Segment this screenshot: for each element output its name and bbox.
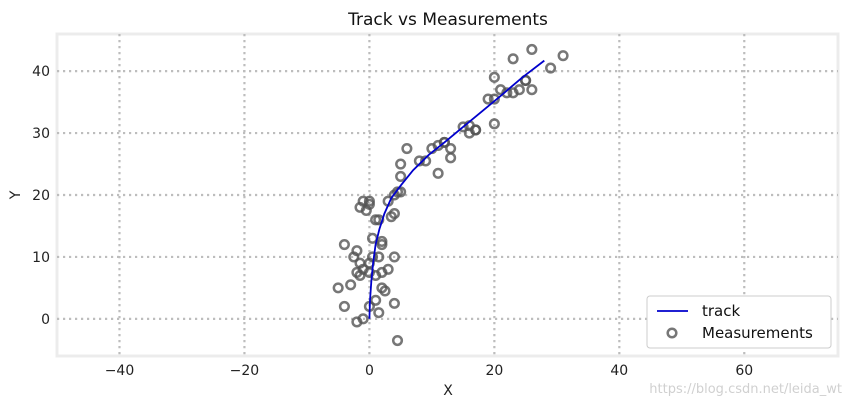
measurement-point (507, 53, 519, 65)
measurement-point (370, 294, 382, 306)
measurement-point (526, 43, 538, 56)
measurement-point (470, 124, 482, 136)
measurement-point (388, 251, 400, 263)
measurement-point (432, 167, 444, 179)
x-tick-label: −20 (230, 363, 260, 379)
measurement-point (370, 214, 382, 226)
measurement-point (557, 50, 569, 62)
y-tick-label: 10 (32, 250, 50, 266)
x-tick-label: 20 (485, 363, 503, 379)
x-tick-label: 0 (365, 363, 374, 379)
y-tick-label: 0 (41, 312, 50, 328)
legend-measurements-label: Measurements (702, 324, 813, 342)
measurement-point (351, 245, 363, 257)
series-layer (332, 43, 569, 347)
legend-track-label: track (702, 302, 740, 320)
measurement-point (457, 121, 469, 133)
y-tick-label: 40 (32, 64, 50, 80)
measurement-point (526, 84, 538, 96)
legend-box (646, 295, 832, 349)
measurement-point (345, 279, 357, 291)
measurement-point (376, 238, 388, 251)
grid (57, 34, 838, 356)
measurement-point (373, 307, 385, 319)
measurement-point (395, 158, 407, 170)
measurement-point (520, 74, 532, 86)
measurement-point (445, 143, 457, 155)
measurement-point (488, 93, 500, 105)
measurement-point (513, 84, 525, 96)
y-tick-label: 20 (32, 188, 50, 204)
measurement-point (488, 71, 500, 83)
measurement-point (488, 118, 500, 130)
x-tick-label: 60 (735, 363, 753, 379)
x-tick-label: −40 (105, 363, 135, 379)
chart-title: Track vs Measurements (347, 10, 548, 30)
measurement-point (363, 198, 375, 210)
measurement-point (379, 285, 391, 297)
y-tick-labels: 0 10 20 30 40 (32, 64, 50, 328)
legend: track Measurements (646, 295, 832, 349)
measurement-point (501, 87, 513, 99)
watermark: https://blog.csdn.net/leida_wt (649, 382, 842, 397)
measurement-point (482, 93, 494, 105)
measurement-point (545, 62, 557, 74)
measurement-point (338, 300, 350, 313)
measurement-point (391, 334, 404, 347)
measurement-point (338, 238, 350, 251)
x-axis-label: X (443, 383, 453, 399)
measurement-point (395, 170, 407, 182)
x-tick-labels: −40 −20 0 20 40 60 (105, 363, 753, 379)
measurement-point (401, 143, 413, 155)
x-tick-label: 40 (610, 363, 628, 379)
legend-measurements-swatch (666, 327, 678, 339)
measurement-point (332, 282, 344, 294)
measurement-point (388, 297, 400, 309)
measurement-point (382, 263, 394, 275)
measurement-point (438, 136, 450, 148)
y-tick-label: 30 (32, 126, 50, 142)
measurement-point (357, 313, 369, 325)
measurement-point (385, 211, 397, 223)
track-line (368, 59, 545, 319)
y-axis-label: Y (8, 190, 24, 200)
